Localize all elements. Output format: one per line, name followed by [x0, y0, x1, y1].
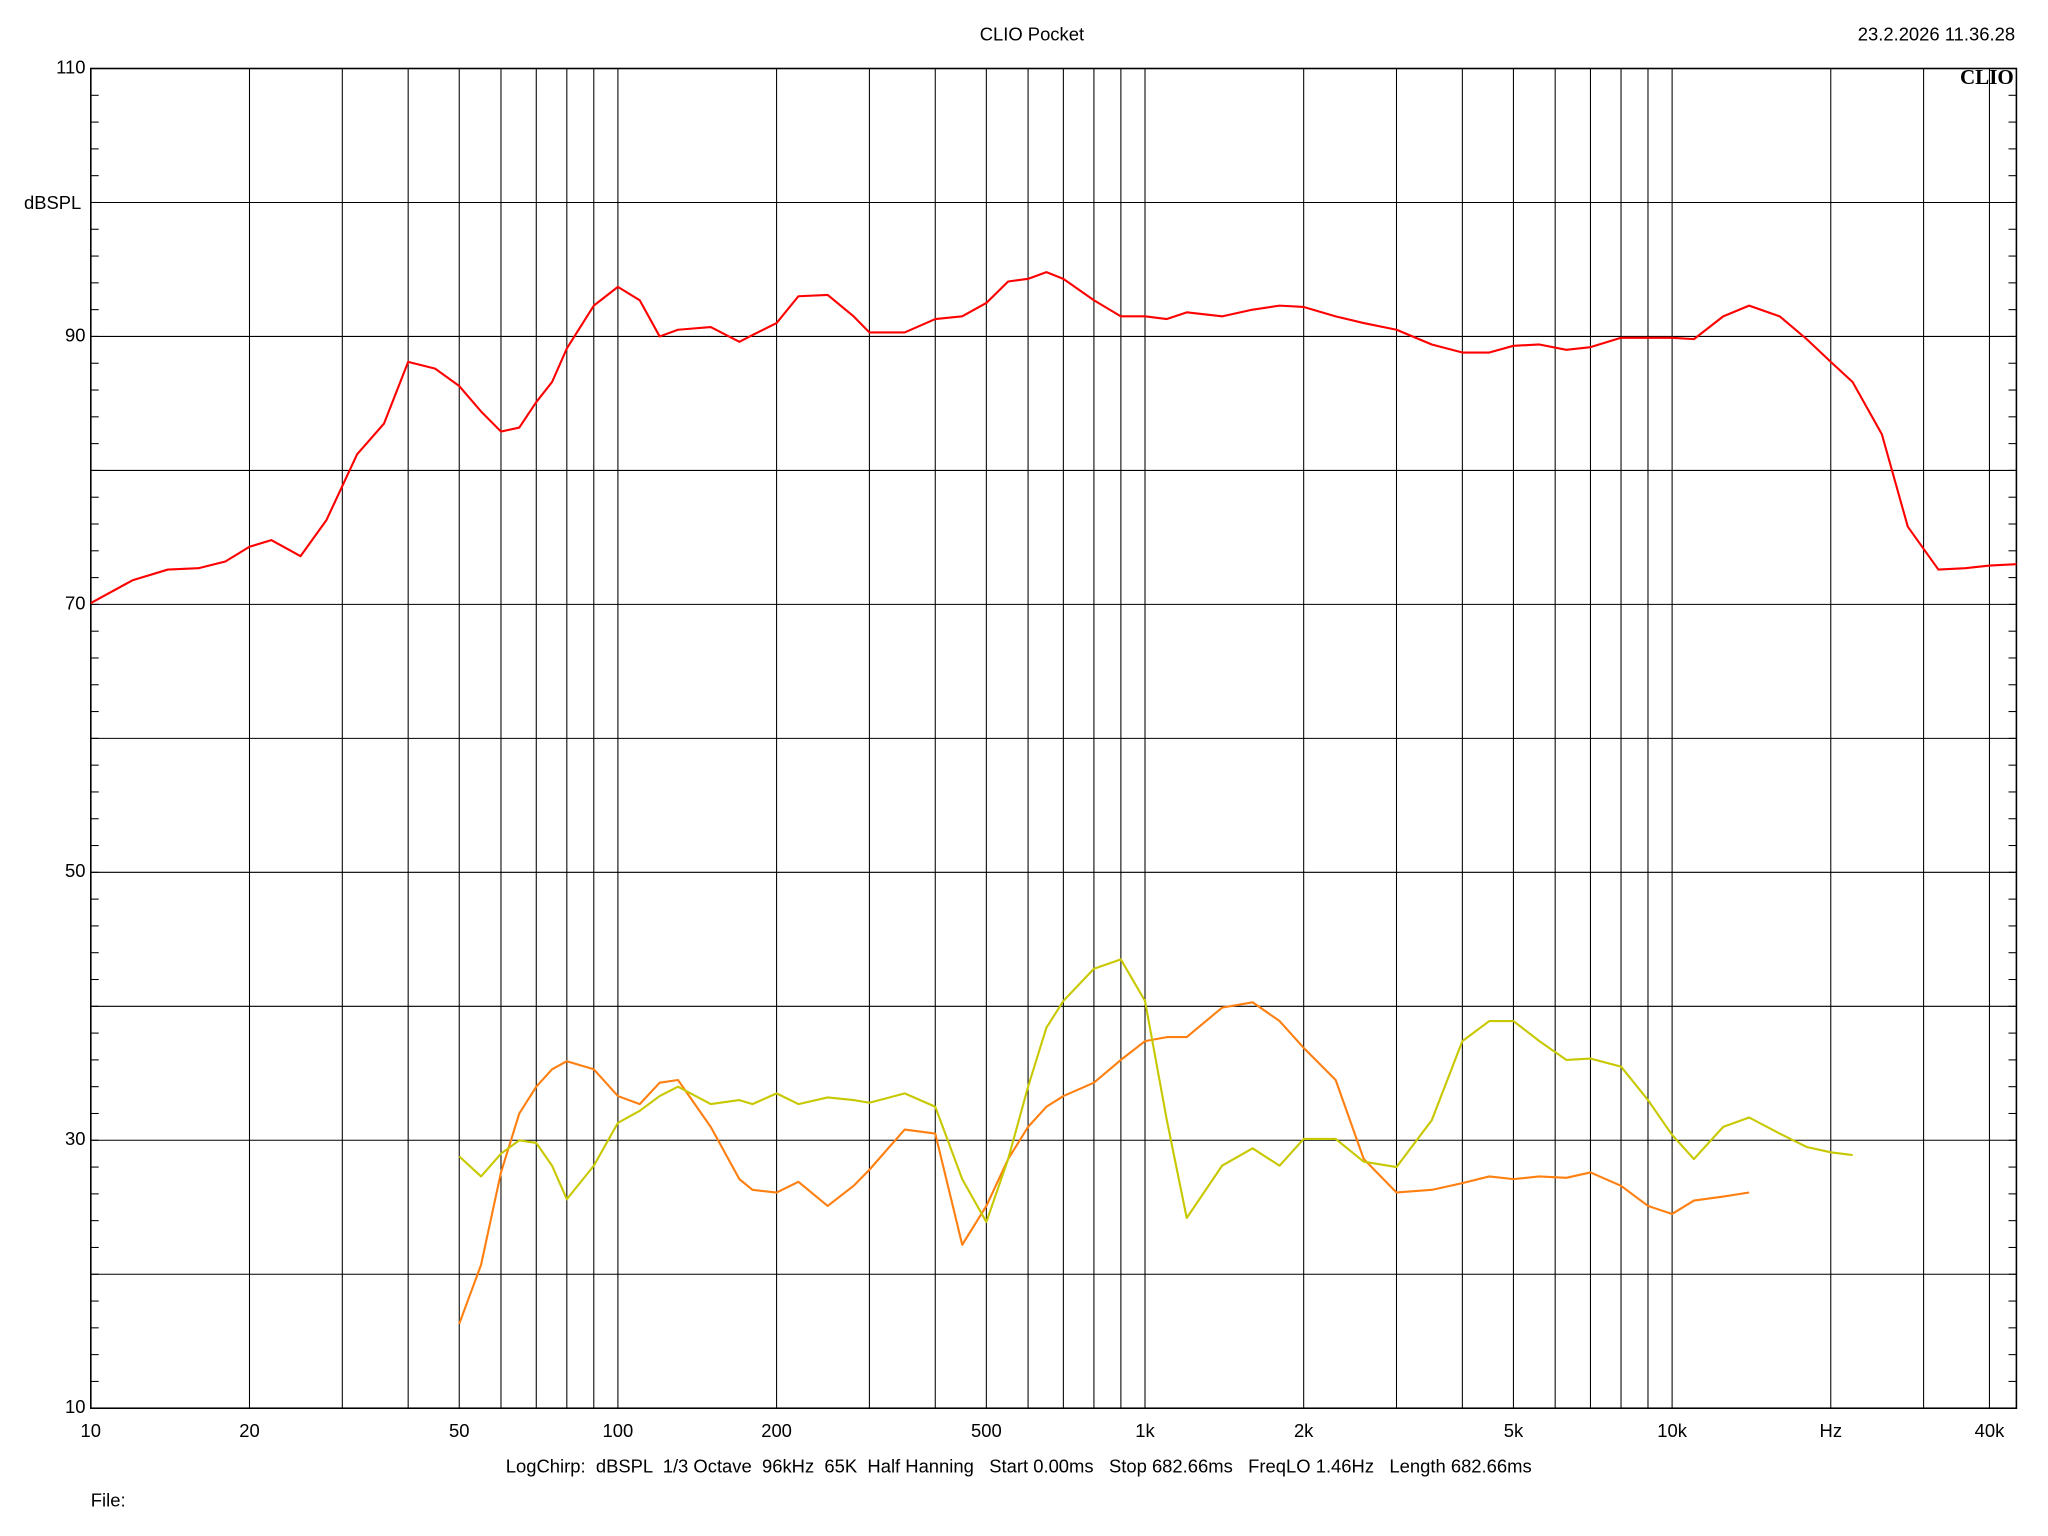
x-tick-label: 2k [1294, 1420, 1314, 1441]
data-line [458, 958, 1853, 1224]
x-tick-label: 5k [1504, 1420, 1524, 1441]
data-line [458, 1001, 1750, 1325]
timestamp: 23.2.2026 11.36.28 [1858, 23, 2015, 44]
x-tick-label: 200 [761, 1420, 792, 1441]
x-tick-label: 40k [1975, 1420, 2005, 1441]
y-axis-label: dBSPL [24, 192, 81, 213]
x-tick-label: 100 [603, 1420, 634, 1441]
x-tick-label: Hz [1820, 1420, 1843, 1441]
x-tick-label: 50 [449, 1420, 469, 1441]
data-line [90, 271, 2017, 604]
x-tick-label: 10k [1657, 1420, 1687, 1441]
x-tick-label: 500 [971, 1420, 1002, 1441]
x-tick-label: 20 [239, 1420, 259, 1441]
y-tick-label: 110 [56, 56, 85, 77]
x-tick-label: 1k [1135, 1420, 1155, 1441]
y-tick-label: 90 [65, 324, 85, 345]
y-tick-label: 50 [65, 860, 85, 881]
plot-frame [90, 67, 2018, 1410]
footer: LogChirp: dBSPL 1/3 Octave 96kHz 65K Hal… [506, 1455, 1532, 1476]
chart-title: CLIO Pocket [980, 23, 1084, 44]
y-tick-label: 70 [65, 592, 85, 613]
y-tick-label: 10 [65, 1396, 85, 1417]
file-label: File: [91, 1490, 126, 1511]
x-tick-label: 10 [81, 1420, 101, 1441]
y-tick-label: 30 [65, 1128, 85, 1149]
